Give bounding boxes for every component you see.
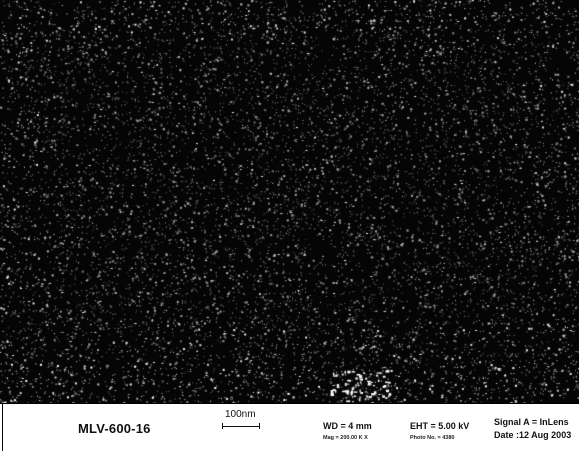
acquisition-date: Date :12 Aug 2003	[494, 430, 572, 440]
sem-info-bar: MLV-600-16 100nm WD = 4 mm Mag = 200.00 …	[0, 403, 579, 451]
info-bar-left-border	[2, 404, 3, 451]
scale-bar-cap-left	[222, 423, 223, 429]
scale-bar	[222, 423, 260, 429]
working-distance: WD = 4 mm	[323, 421, 372, 431]
sample-id-label: MLV-600-16	[78, 421, 151, 436]
scale-bar-label: 100nm	[225, 409, 256, 420]
sem-speckle-texture	[0, 0, 579, 403]
sem-micrograph-image	[0, 0, 579, 403]
photo-number: Photo No. = 4380	[410, 435, 455, 441]
signal-detector: Signal A = InLens	[494, 417, 569, 427]
scale-bar-line	[222, 426, 260, 427]
eht-voltage: EHT = 5.00 kV	[410, 421, 470, 431]
magnification: Mag = 200.00 K X	[323, 435, 368, 441]
scale-bar-cap-right	[259, 423, 260, 429]
